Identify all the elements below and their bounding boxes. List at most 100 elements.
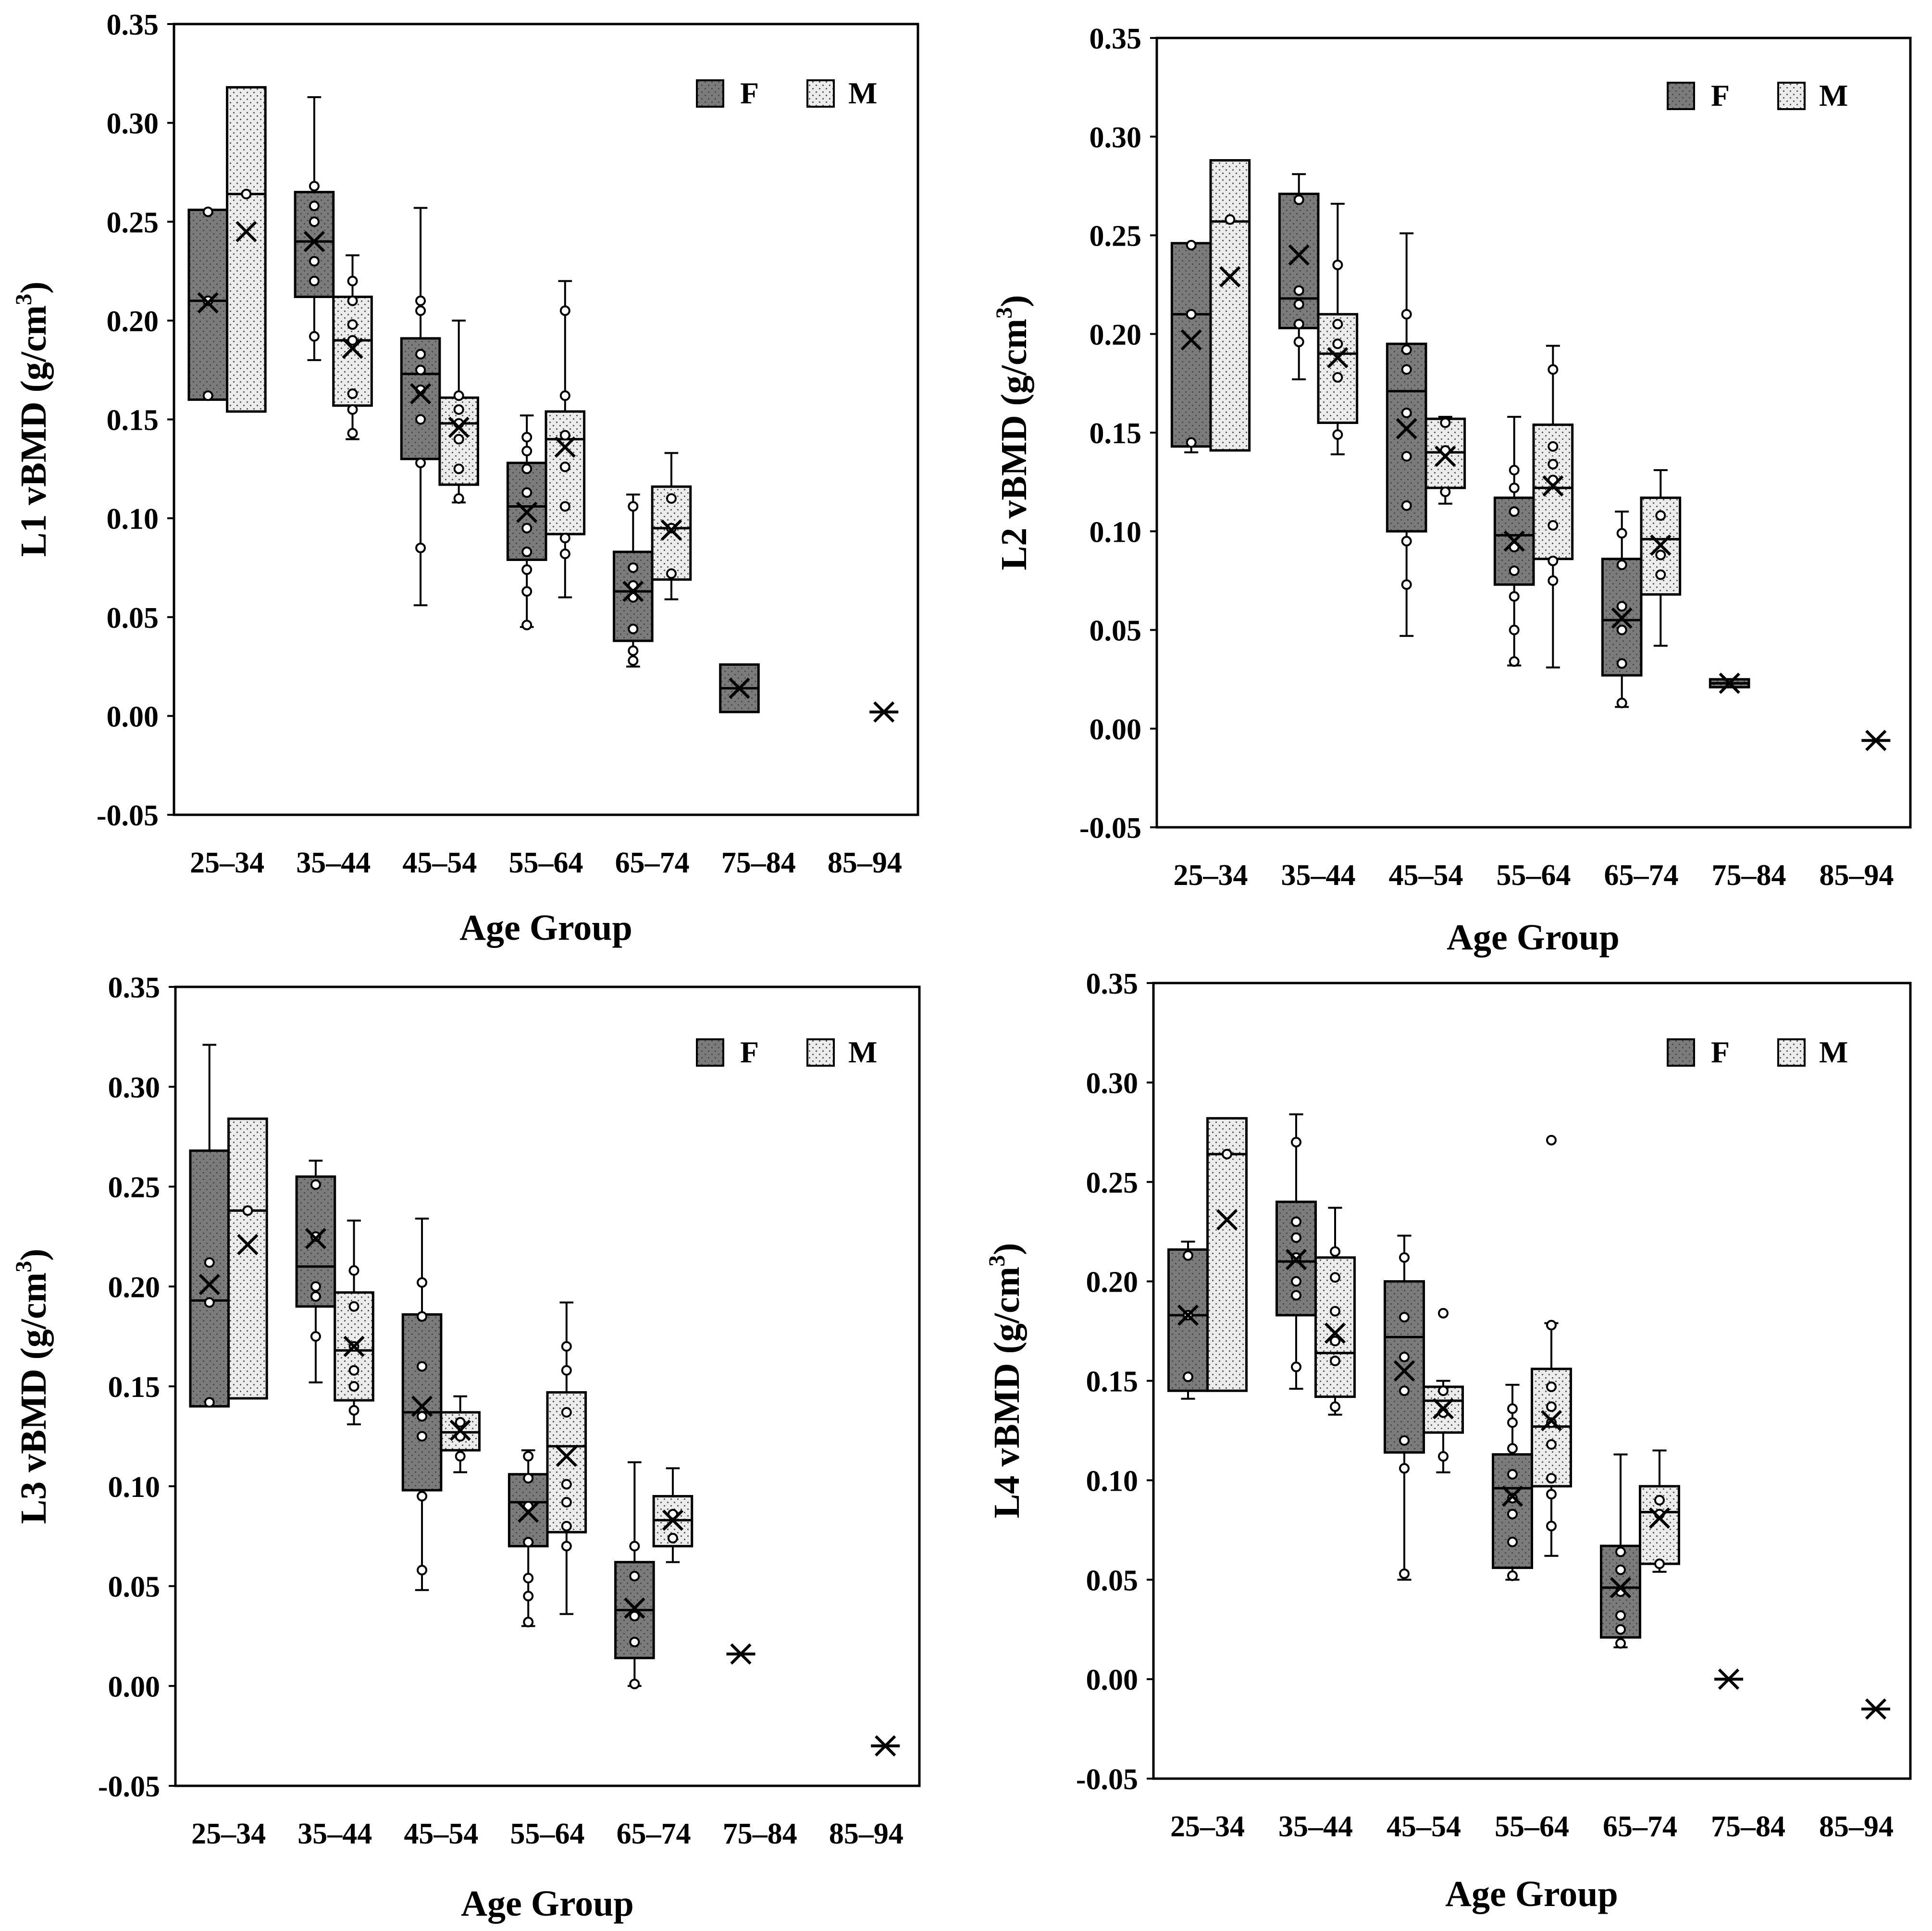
- data-point: [1615, 1546, 1626, 1557]
- data-point: [1546, 1489, 1557, 1500]
- data-point: [1293, 299, 1304, 310]
- data-point: [1655, 510, 1666, 521]
- data-point: [1293, 336, 1304, 348]
- x-tick-label: 25–34: [1170, 1810, 1245, 1843]
- data-point: [347, 319, 358, 330]
- x-tick-label: 75–84: [721, 847, 796, 879]
- legend-label-male: M: [848, 1035, 877, 1069]
- legend-swatch-female: [696, 79, 724, 108]
- mean-marker: [409, 383, 432, 405]
- y-tick-label: -0.05: [1076, 1763, 1138, 1796]
- mean-marker: [662, 1509, 684, 1531]
- box-f-4: [1600, 1453, 1641, 1649]
- box-m-1: [1317, 202, 1359, 456]
- y-tick-label: 0.15: [1090, 417, 1142, 450]
- x-tick-label: 85–94: [1819, 1810, 1894, 1843]
- data-point: [241, 188, 252, 199]
- box-plots: [189, 1044, 900, 1757]
- data-point: [1293, 194, 1304, 205]
- data-point: [1332, 338, 1343, 349]
- box-body: [227, 1117, 268, 1400]
- data-point: [1186, 437, 1197, 448]
- legend-swatch-male: [1777, 1038, 1806, 1067]
- box-body: [1386, 342, 1427, 533]
- data-point: [521, 586, 533, 597]
- data-point: [309, 200, 320, 212]
- legend-label-male: M: [848, 76, 877, 110]
- y-tick-label: 0.20: [107, 305, 159, 338]
- data-point: [348, 1405, 359, 1416]
- data-point: [1548, 575, 1559, 586]
- data-point: [521, 463, 533, 474]
- data-point: [202, 390, 213, 401]
- mean-marker: [1324, 1322, 1346, 1344]
- data-point: [628, 501, 639, 512]
- data-point: [310, 1281, 321, 1292]
- data-point: [521, 446, 533, 457]
- box-f-2: [400, 207, 441, 607]
- data-point: [1546, 1401, 1557, 1412]
- x-tick-label: 45–54: [402, 847, 477, 879]
- x-tick-label: 45–54: [404, 1818, 478, 1850]
- data-point: [523, 1572, 534, 1583]
- data-point: [415, 349, 426, 360]
- data-point: [1291, 1276, 1301, 1287]
- data-point: [1616, 658, 1627, 669]
- data-point: [310, 1331, 321, 1342]
- data-point: [1291, 1290, 1301, 1301]
- data-point: [1546, 1520, 1557, 1532]
- box-f-0: [1170, 240, 1212, 454]
- y-tick-label: 0.35: [1090, 23, 1142, 55]
- y-axis-title: L1 vBMD (g/cm3): [11, 282, 54, 557]
- y-tick-label: 0.15: [107, 404, 159, 437]
- x-tick-label: 25–34: [1174, 859, 1248, 892]
- mean-marker: [1719, 673, 1740, 694]
- data-point: [1399, 1435, 1410, 1446]
- x-tick-label: 85–94: [829, 1818, 904, 1850]
- y-tick-label: 0.25: [108, 1171, 161, 1204]
- data-point: [1399, 1463, 1410, 1474]
- data-point: [1546, 1473, 1557, 1484]
- box-m-2: [1423, 1308, 1464, 1473]
- data-point: [1615, 1638, 1626, 1649]
- box-m-3: [546, 1301, 587, 1615]
- box-f-1: [1278, 173, 1320, 381]
- data-point: [628, 623, 639, 635]
- legend-swatch-male: [1777, 82, 1806, 110]
- plot-frame: [174, 985, 921, 1787]
- box-body: [1317, 313, 1359, 424]
- y-tick-label: 0.20: [1086, 1266, 1139, 1299]
- box-body: [1314, 1256, 1356, 1398]
- y-tick-label: 0.00: [1090, 713, 1142, 746]
- x-tick-label: 65–74: [1603, 1810, 1677, 1843]
- data-point: [1401, 364, 1412, 375]
- box-m-6: [871, 1735, 900, 1757]
- data-point: [415, 295, 426, 306]
- x-tick-label: 25–34: [191, 1818, 266, 1850]
- x-tick-label: 85–94: [828, 847, 902, 879]
- mean-marker: [411, 1395, 433, 1417]
- data-point: [1546, 1381, 1557, 1392]
- box-body: [1601, 558, 1643, 677]
- mean-marker: [1648, 1507, 1671, 1529]
- y-tick-label: 0.35: [1086, 968, 1139, 1000]
- data-point: [1507, 1536, 1518, 1547]
- legend-swatch-female: [696, 1038, 724, 1067]
- data-point: [1546, 1439, 1557, 1450]
- y-tick-label: 0.20: [108, 1271, 161, 1304]
- mean-marker: [305, 1228, 327, 1249]
- data-point: [1507, 1469, 1518, 1480]
- data-point: [1509, 624, 1520, 635]
- x-tick-label: 35–44: [296, 847, 371, 879]
- data-point: [1291, 1137, 1301, 1147]
- data-point: [242, 1205, 253, 1216]
- y-tick-label: 0.35: [107, 9, 159, 41]
- data-point: [1332, 260, 1343, 271]
- data-point: [1616, 528, 1627, 539]
- data-point: [1507, 1403, 1518, 1414]
- legend-swatch-male: [806, 1038, 835, 1067]
- box-plots: [1167, 1113, 1890, 1720]
- mean-marker: [303, 231, 325, 252]
- box-f-2: [1384, 1234, 1425, 1581]
- data-point: [1332, 319, 1343, 330]
